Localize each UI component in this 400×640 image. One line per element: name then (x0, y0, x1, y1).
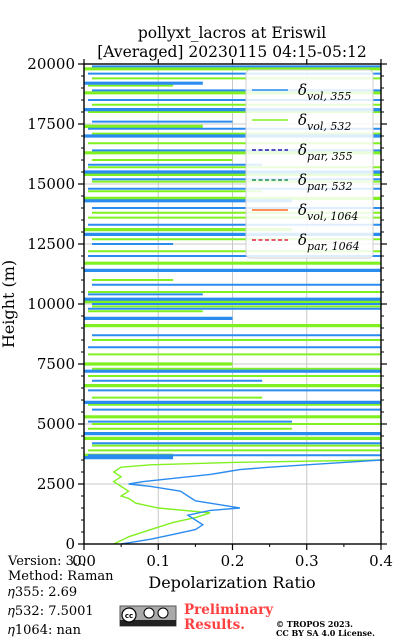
svg-text:cc: cc (125, 612, 133, 620)
x-tick-label: 0.4 (369, 552, 393, 570)
x-tick-label: 0.0 (72, 552, 96, 570)
y-tick-label: 2500 (37, 475, 75, 493)
y-axis-label: Height (m) (0, 260, 18, 348)
eta532-text: 𝜂532: 7.5001 (8, 604, 94, 619)
eta1064-text: 𝜂1064: nan (8, 623, 82, 638)
method-text: Method: Raman (8, 569, 114, 584)
legend-label-vol1064: δvol, 1064 (298, 201, 358, 223)
axis-ticks: 0.0 0.1 0.2 0.3 0.4 0 2500 5000 7500 10000 12500 15… (27, 55, 393, 570)
legend-label-par355: δpar, 355 (298, 141, 353, 163)
series-vol532-profile (112, 459, 381, 544)
copyright-text-1: © TROPOS 2023. (276, 619, 353, 629)
y-tick-label: 7500 (37, 355, 75, 373)
y-tick-label: 17500 (27, 115, 75, 133)
eta355-text: 𝜂355: 2.69 (8, 585, 77, 600)
chart-subtitle: [Averaged] 20230115 04:15-05:12 (97, 43, 367, 61)
series-vol355-profile (120, 459, 381, 544)
preliminary-text-2: Results. (184, 617, 245, 633)
x-tick-label: 0.1 (146, 552, 170, 570)
cc-license-badge: cc (119, 605, 177, 627)
preliminary-text-1: Preliminary (184, 602, 274, 618)
y-tick-label: 10000 (27, 295, 75, 313)
legend: δvol, 355 δvol, 532 δpar, 355 δpar, 532 δvol… (245, 69, 374, 259)
footer: Version: 3.0 Method: Raman 𝜂355: 2.69 𝜂5… (7, 554, 375, 638)
legend-label-par532: δpar, 532 (298, 171, 353, 193)
version-text: Version: 3.0 (7, 554, 86, 569)
y-tick-label: 12500 (27, 235, 75, 253)
chart-title: pollyxt_lacros at Eriswil (138, 24, 326, 42)
x-tick-label: 0.2 (221, 552, 245, 570)
legend-label-vol355: δvol, 355 (298, 81, 351, 103)
y-tick-label: 20000 (27, 55, 75, 73)
x-axis-label: Depolarization Ratio (148, 573, 315, 592)
legend-box (245, 69, 374, 259)
y-tick-label: 15000 (27, 175, 75, 193)
legend-label-par1064: δpar, 1064 (298, 231, 360, 253)
y-tick-label: 0 (65, 535, 75, 553)
y-tick-label: 5000 (37, 415, 75, 433)
legend-label-vol532: δvol, 532 (298, 111, 351, 133)
x-tick-label: 0.3 (295, 552, 319, 570)
copyright-text-2: CC BY SA 4.0 License. (276, 628, 375, 638)
